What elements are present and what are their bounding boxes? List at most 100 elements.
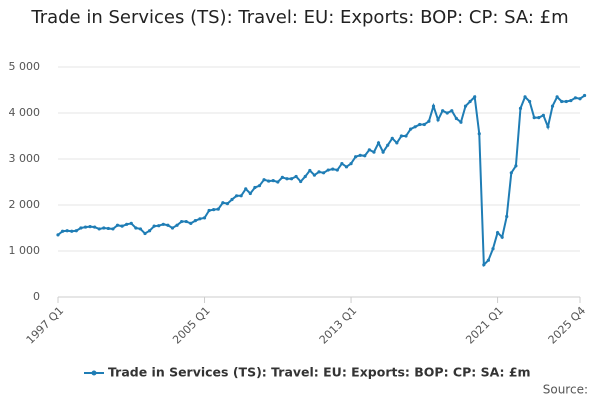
source: Source: [543,383,588,397]
legend-marker [91,370,97,376]
data-point [528,99,532,104]
data-point [354,155,358,159]
y-tick-label: 0 [33,290,40,303]
data-point [477,132,481,136]
data-point [431,104,436,108]
data-point [152,224,156,228]
data-point [482,263,486,267]
data-point [358,153,362,157]
data-point [102,226,106,230]
data-point [207,208,211,213]
data-point [170,226,175,230]
data-point [372,150,376,154]
data-point [175,223,179,227]
data-point [363,154,367,158]
data-point [486,258,491,262]
data-point [280,175,284,179]
data-point [450,109,454,113]
data-point [386,143,390,147]
data-point [468,99,472,104]
data-point [276,180,280,184]
data-line [57,94,586,268]
data-point [230,197,234,202]
data-point [518,106,523,110]
data-point [454,116,458,121]
data-point [271,179,275,183]
data-point [514,164,518,168]
data-point [523,95,527,99]
data-point [79,226,83,230]
data-point [289,177,294,181]
data-point [326,168,330,172]
data-point [111,227,115,231]
data-point [166,223,170,227]
data-point [532,116,536,120]
data-point [138,227,143,231]
data-point [257,184,262,188]
data-point [161,222,165,226]
data-point [404,134,408,138]
data-point [294,174,298,179]
data-point [390,136,394,140]
data-point [157,224,161,228]
data-point [395,141,399,145]
data-point [74,229,78,233]
chart-title: Trade in Services (TS): Travel: EU: Expo… [31,7,569,28]
data-point [184,219,188,224]
data-point [106,226,110,231]
data-point [193,219,197,223]
data-point [399,134,404,138]
data-point [381,150,385,154]
data-point [216,207,220,211]
data-point [509,171,513,175]
data-point [97,227,101,231]
y-tick-label: 3 000 [9,152,41,165]
data-point [198,217,202,221]
y-tick-label: 2 000 [9,198,41,211]
data-point [546,125,550,129]
data-point [285,177,289,181]
data-point [445,111,449,115]
data-point [340,162,344,166]
data-point [262,178,266,182]
data-point [60,229,65,233]
data-point [550,104,555,108]
data-point [413,125,417,129]
data-point [125,222,129,226]
data-point [253,185,257,190]
data-point [129,221,133,225]
data-point [495,231,500,235]
y-tick-label: 1 000 [9,244,41,257]
data-point [344,165,349,169]
x-tick-label: 2025 Q4 [546,304,589,347]
data-point [143,231,147,236]
data-point [473,95,477,99]
data-point [427,119,431,123]
data-point [93,225,97,229]
data-point [349,162,353,166]
data-point [505,214,509,219]
data-point [436,118,440,122]
data-point [65,229,69,233]
data-point [441,109,445,113]
data-point [115,223,120,227]
y-tick-label: 4 000 [9,106,41,119]
data-point [331,167,335,171]
data-point [202,216,207,220]
data-point [299,179,303,184]
data-point [459,120,463,124]
data-point [70,229,74,233]
data-point [335,168,339,172]
data-point [367,148,371,152]
data-point [541,113,545,117]
data-point [573,96,578,100]
x-tick-label: 2021 Q1 [463,304,506,347]
data-point [317,170,321,174]
data-point [321,171,326,175]
data-point [303,174,307,179]
data-point [180,219,184,224]
data-point [189,221,193,225]
x-tick-label: 2005 Q1 [170,304,213,347]
data-point [221,201,225,205]
